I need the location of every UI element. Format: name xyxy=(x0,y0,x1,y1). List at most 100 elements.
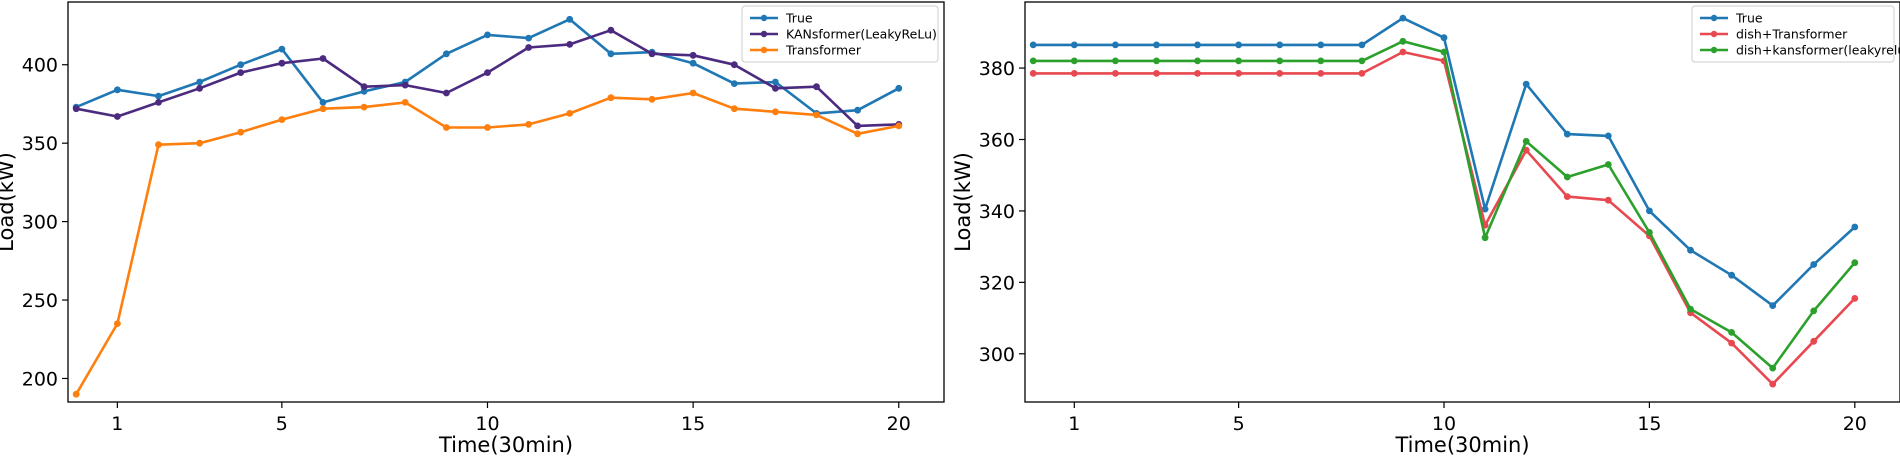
data-point xyxy=(1235,57,1242,65)
data-point xyxy=(1194,41,1201,49)
data-point xyxy=(1029,41,1037,49)
data-point xyxy=(1317,57,1325,65)
data-point xyxy=(566,110,574,117)
data-point xyxy=(813,83,820,91)
data-point xyxy=(155,99,162,106)
legend-label: KANsformer(LeakyReLu) xyxy=(786,27,937,42)
data-point xyxy=(1851,295,1859,302)
data-point xyxy=(114,86,121,94)
data-point xyxy=(1358,41,1366,49)
data-point xyxy=(319,105,327,113)
data-point xyxy=(1769,380,1777,388)
data-point xyxy=(278,116,286,123)
data-point xyxy=(1276,57,1284,65)
data-point xyxy=(1070,41,1078,49)
data-point xyxy=(607,94,615,102)
data-point xyxy=(443,89,450,97)
data-point xyxy=(1070,70,1078,77)
data-point xyxy=(1604,132,1612,140)
legend-label: True xyxy=(785,11,813,26)
data-point xyxy=(278,45,286,53)
data-point xyxy=(1440,48,1448,56)
legend-label: True xyxy=(1735,11,1763,26)
data-point xyxy=(401,99,409,106)
data-point xyxy=(607,26,615,34)
data-point xyxy=(196,84,204,92)
x-tick-label: 5 xyxy=(276,413,288,435)
data-point xyxy=(1481,205,1489,213)
data-point xyxy=(1317,70,1325,77)
data-point xyxy=(1810,261,1818,268)
data-point xyxy=(72,105,80,113)
plot-frame xyxy=(67,1,945,403)
data-point xyxy=(1810,307,1818,315)
data-point xyxy=(360,88,368,95)
legend-label: dish+Transformer xyxy=(1736,27,1848,42)
chart-panel-2: 1 5 10 15 20300320340360380Time(30min)Load(k… xyxy=(951,1,1900,457)
data-point xyxy=(525,121,532,128)
legend-label: dish+kansformer(leakyrelu) xyxy=(1736,43,1900,58)
legend-swatch-marker xyxy=(760,30,768,38)
data-point xyxy=(237,69,245,76)
data-point xyxy=(772,84,779,92)
y-tick-label: 400 xyxy=(22,55,58,77)
data-point xyxy=(1029,70,1037,77)
y-tick-label: 360 xyxy=(979,130,1015,152)
data-point xyxy=(689,89,697,97)
data-point xyxy=(730,105,738,113)
data-point xyxy=(648,95,656,103)
x-tick-label: 1 xyxy=(111,413,123,435)
data-point xyxy=(1276,70,1284,77)
x-axis-label: Time(30min) xyxy=(438,433,573,455)
data-point xyxy=(1522,80,1530,88)
data-point xyxy=(196,139,204,147)
data-point xyxy=(566,41,574,48)
data-point xyxy=(689,59,697,67)
data-point xyxy=(319,55,327,62)
legend-swatch-marker xyxy=(760,46,768,54)
legend-swatch-marker xyxy=(760,14,768,22)
data-point xyxy=(1235,70,1242,77)
data-point xyxy=(854,130,861,138)
data-point xyxy=(196,78,204,86)
data-point xyxy=(772,78,779,86)
data-point xyxy=(1112,41,1119,49)
data-point xyxy=(1153,57,1160,65)
x-tick-label: 5 xyxy=(1233,413,1245,435)
data-point xyxy=(401,81,409,89)
data-point xyxy=(1153,41,1160,49)
data-point xyxy=(1563,173,1571,181)
data-point xyxy=(813,111,820,119)
data-point xyxy=(566,15,574,23)
data-point xyxy=(1646,229,1653,236)
data-point xyxy=(1399,14,1407,22)
x-tick-label: 10 xyxy=(475,413,499,435)
plot-area xyxy=(1025,2,1900,402)
data-point xyxy=(1687,305,1694,313)
data-point xyxy=(237,128,245,136)
data-point xyxy=(1851,259,1859,267)
data-point xyxy=(1728,329,1735,336)
data-point xyxy=(1070,57,1078,65)
x-tick-label: 20 xyxy=(887,413,911,435)
data-point xyxy=(1646,207,1653,215)
data-point xyxy=(1358,57,1366,65)
data-point xyxy=(360,103,368,111)
y-tick-label: 250 xyxy=(22,290,58,312)
y-axis-label: Load(kW) xyxy=(0,152,18,252)
y-tick-label: 350 xyxy=(22,133,58,155)
y-tick-label: 200 xyxy=(22,368,58,390)
legend-box xyxy=(1691,5,1895,63)
data-point xyxy=(730,61,738,69)
y-tick-label: 320 xyxy=(979,272,1015,294)
data-point xyxy=(854,122,861,130)
data-point xyxy=(689,51,697,59)
data-point xyxy=(360,83,368,91)
y-tick-label: 300 xyxy=(979,344,1015,366)
data-point xyxy=(1317,41,1325,49)
data-point xyxy=(443,50,450,58)
x-tick-label: 15 xyxy=(1637,413,1661,435)
data-point xyxy=(525,44,532,51)
y-tick-label: 340 xyxy=(979,201,1015,223)
